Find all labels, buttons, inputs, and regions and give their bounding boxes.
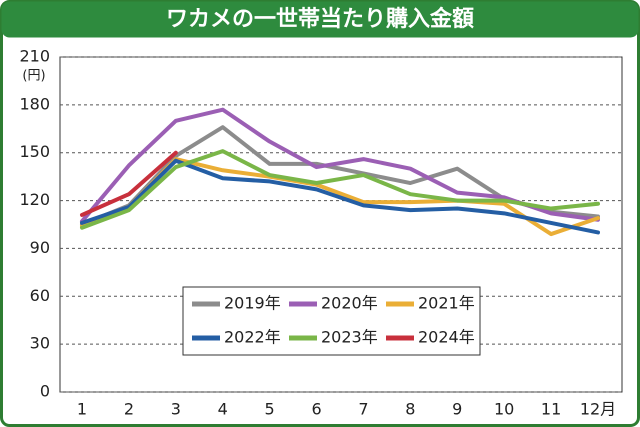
y-tick-label: 210 xyxy=(19,47,50,66)
x-tick-label: 9 xyxy=(452,400,462,419)
x-tick-label: 10 xyxy=(494,400,514,419)
y-tick-label: 180 xyxy=(19,94,50,113)
y-tick-label: 90 xyxy=(30,238,50,257)
legend-label: 2023年 xyxy=(321,328,378,347)
x-tick-label: 6 xyxy=(311,400,321,419)
x-tick-label: 7 xyxy=(358,400,368,419)
legend-label: 2024年 xyxy=(418,328,475,347)
y-tick-label: 150 xyxy=(19,142,50,161)
title-banner xyxy=(1,1,639,38)
y-tick-label: 0 xyxy=(40,382,50,401)
legend-label: 2019年 xyxy=(224,294,281,313)
plot-frame xyxy=(59,56,623,393)
series-line xyxy=(80,149,600,230)
legend-box xyxy=(182,286,481,356)
x-tick-label: 8 xyxy=(405,400,415,419)
series-line xyxy=(80,158,600,235)
x-tick-label: 12月 xyxy=(580,400,616,419)
legend-label: 2022年 xyxy=(224,328,281,347)
x-tick-label: 3 xyxy=(171,400,181,419)
legend-label: 2020年 xyxy=(321,294,378,313)
x-tick-label: 1 xyxy=(77,400,87,419)
y-tick-label: 30 xyxy=(30,334,50,353)
chart-title: ワカメの一世帯当たり購入金額 xyxy=(166,6,474,32)
y-tick-label: 60 xyxy=(30,286,50,305)
y-unit: (円) xyxy=(22,69,45,84)
x-tick-label: 2 xyxy=(124,400,134,419)
x-tick-label: 4 xyxy=(218,400,228,419)
y-tick-label: 120 xyxy=(19,190,50,209)
legend-label: 2021年 xyxy=(418,294,475,313)
x-tick-label: 5 xyxy=(265,400,275,419)
x-tick-label: 11 xyxy=(541,400,561,419)
series-line xyxy=(80,150,178,217)
